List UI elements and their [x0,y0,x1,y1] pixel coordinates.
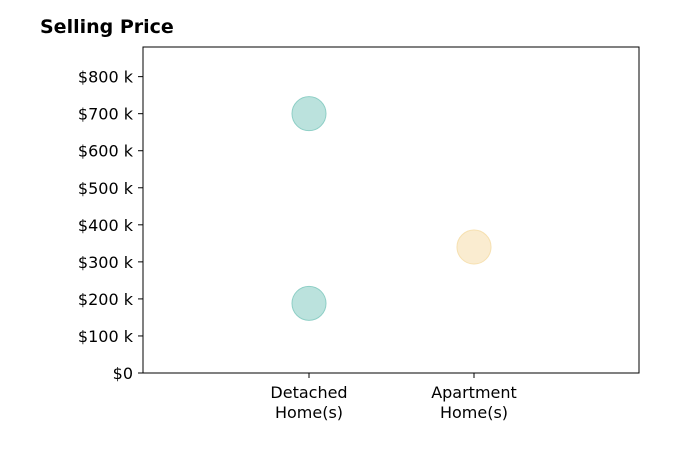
y-tick-label: $100 k [78,327,134,346]
y-tick-label: $0 [113,364,133,383]
data-point [456,229,492,265]
chart-title: Selling Price [40,16,174,38]
y-tick-label: $600 k [78,142,134,161]
x-tick-label: Apartment Home(s) [431,383,517,422]
x-tick-label: Detached Home(s) [270,383,347,422]
data-point [291,285,327,321]
y-tick-label: $700 k [78,105,134,124]
y-axis: $0 $100 k $200 k $300 k $400 k $500 k $600 k $7… [78,68,143,383]
y-tick-label: $300 k [78,253,134,272]
x-axis: Detached Home(s) Apartment Home(s) [270,373,517,422]
data-points [291,96,492,321]
plot-area [142,46,640,374]
data-point [291,96,327,132]
y-tick-label: $400 k [78,216,134,235]
y-tick-label: $800 k [78,68,134,87]
y-tick-label: $200 k [78,290,134,309]
y-tick-label: $500 k [78,179,134,198]
plot-frame [142,46,640,374]
